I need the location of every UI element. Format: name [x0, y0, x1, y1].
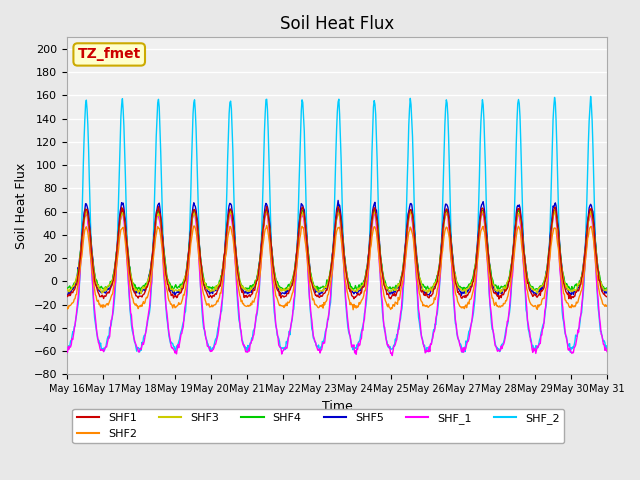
SHF1 — [495, 296, 503, 302]
SHF5 — [604, 290, 611, 296]
Line: SHF_1: SHF_1 — [67, 210, 607, 356]
SHF1 — [183, 266, 191, 272]
SHF3 — [138, 291, 145, 297]
SHF4 — [420, 283, 428, 288]
SHF1 — [129, 283, 136, 289]
SHF4 — [334, 204, 342, 210]
Y-axis label: Soil Heat Flux: Soil Heat Flux — [15, 163, 28, 249]
Line: SHF_2: SHF_2 — [67, 96, 607, 352]
SHF_1 — [63, 350, 70, 356]
SHF_2 — [458, 349, 466, 355]
SHF_1 — [404, 224, 412, 230]
SHF4 — [212, 283, 220, 288]
SHF5 — [334, 198, 342, 204]
SHF_1 — [604, 349, 611, 355]
SHF_1 — [212, 341, 220, 347]
SHF2 — [420, 302, 428, 308]
SHF4 — [136, 288, 144, 294]
Line: SHF3: SHF3 — [67, 211, 607, 294]
X-axis label: Time: Time — [322, 400, 353, 413]
SHF5 — [212, 288, 220, 293]
SHF3 — [404, 221, 412, 227]
SHF2 — [183, 274, 191, 279]
SHF1 — [263, 204, 271, 210]
SHF1 — [419, 289, 427, 295]
SHF4 — [404, 218, 412, 224]
SHF4 — [63, 287, 70, 292]
SHF2 — [263, 223, 271, 228]
SHF_2 — [604, 345, 611, 351]
Title: Soil Heat Flux: Soil Heat Flux — [280, 15, 394, 33]
Line: SHF5: SHF5 — [67, 201, 607, 296]
SHF_2 — [129, 327, 136, 333]
SHF_2 — [183, 292, 191, 298]
SHF4 — [604, 286, 611, 291]
SHF5 — [403, 220, 411, 226]
SHF5 — [73, 276, 81, 282]
SHF5 — [419, 288, 427, 294]
SHF_1 — [420, 343, 428, 348]
Legend: SHF1, SHF2, SHF3, SHF4, SHF5, SHF_1, SHF_2: SHF1, SHF2, SHF3, SHF4, SHF5, SHF_1, SHF… — [72, 408, 564, 443]
Line: SHF4: SHF4 — [67, 207, 607, 291]
SHF3 — [129, 282, 137, 288]
Text: TZ_fmet: TZ_fmet — [77, 48, 141, 61]
SHF_1 — [129, 323, 136, 328]
SHF_2 — [63, 346, 70, 352]
SHF_1 — [334, 207, 342, 213]
SHF_2 — [419, 336, 426, 342]
SHF4 — [129, 279, 136, 285]
SHF_2 — [403, 204, 410, 210]
SHF3 — [213, 284, 221, 290]
SHF_2 — [587, 94, 595, 99]
SHF1 — [604, 294, 611, 300]
SHF_1 — [388, 353, 396, 359]
SHF_1 — [73, 309, 81, 315]
SHF5 — [494, 293, 502, 299]
SHF1 — [63, 293, 70, 299]
SHF1 — [73, 282, 81, 288]
SHF2 — [129, 295, 136, 300]
SHF2 — [349, 307, 357, 312]
SHF2 — [212, 302, 220, 308]
SHF2 — [73, 291, 81, 297]
SHF1 — [403, 224, 411, 229]
SHF4 — [73, 276, 81, 281]
SHF_1 — [183, 284, 191, 290]
SHF5 — [183, 262, 191, 268]
SHF3 — [63, 287, 70, 293]
SHF5 — [63, 293, 70, 299]
SHF3 — [420, 287, 428, 293]
SHF3 — [83, 208, 90, 214]
Line: SHF1: SHF1 — [67, 207, 607, 299]
SHF2 — [63, 304, 70, 310]
SHF1 — [212, 291, 220, 297]
SHF3 — [604, 287, 611, 293]
SHF3 — [185, 253, 193, 259]
SHF4 — [184, 256, 191, 262]
SHF_2 — [212, 336, 220, 342]
SHF5 — [129, 281, 136, 287]
SHF_2 — [73, 312, 81, 318]
SHF2 — [604, 303, 611, 309]
SHF3 — [73, 274, 81, 279]
Line: SHF2: SHF2 — [67, 226, 607, 310]
SHF2 — [404, 235, 412, 240]
